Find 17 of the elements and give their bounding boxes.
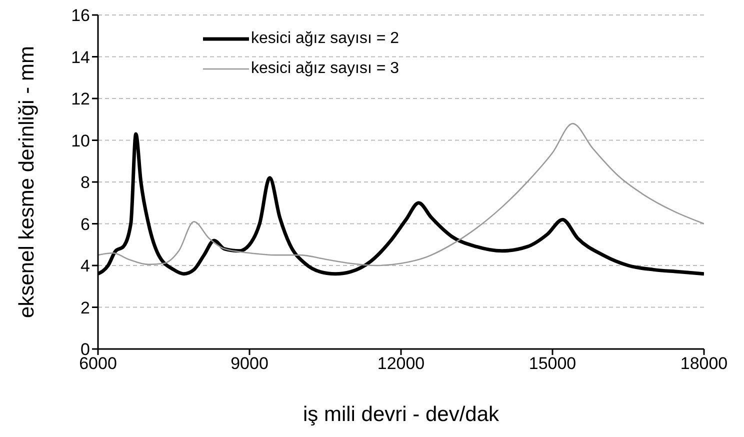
- legend-label: kesici ağız sayısı = 2: [251, 30, 400, 48]
- x-tick-label: 6000: [79, 354, 117, 374]
- y-tick-label: 4: [80, 256, 90, 276]
- x-axis-title: iş mili devri - dev/dak: [302, 403, 500, 426]
- x-tick-label: 12000: [377, 354, 425, 374]
- x-tick-label: 18000: [680, 354, 728, 374]
- x-tick-label: 15000: [528, 354, 576, 374]
- y-tick-label: 14: [71, 48, 90, 67]
- y-tick-label: 10: [71, 131, 90, 150]
- y-axis-title: eksenel kesme derinliği - mm: [15, 46, 38, 318]
- y-tick-label: 16: [71, 6, 90, 26]
- legend-label: kesici ağız sayısı = 3: [251, 60, 400, 78]
- y-tick-label: 8: [80, 173, 90, 192]
- y-tick-label: 6: [80, 214, 90, 234]
- y-tick-label: 2: [80, 298, 90, 318]
- y-tick-label: 12: [71, 90, 90, 109]
- x-tick-label: 9000: [230, 354, 268, 374]
